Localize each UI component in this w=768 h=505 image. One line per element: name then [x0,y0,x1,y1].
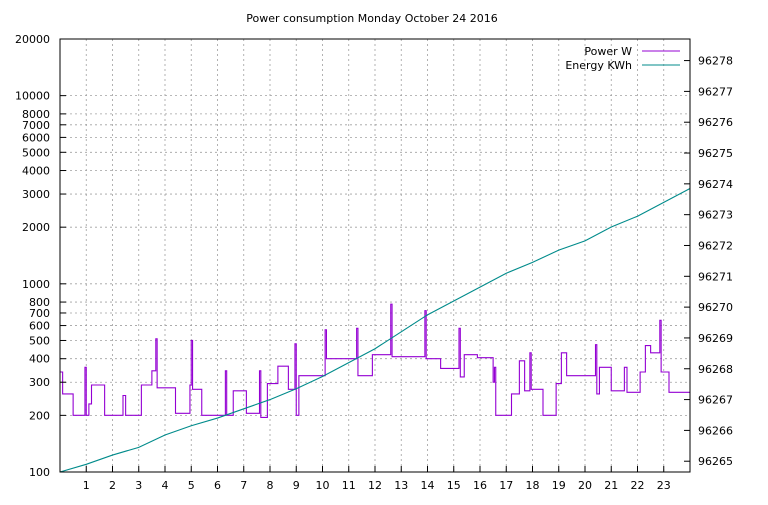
y-right-tick-label: 96278 [698,55,733,68]
x-tick-label: 8 [267,479,274,492]
x-tick-label: 14 [421,479,435,492]
y-right-tick-label: 96275 [698,147,733,160]
chart-title: Power consumption Monday October 24 2016 [246,12,497,25]
grid-lines [60,38,690,473]
y-left-tick-label: 300 [29,376,50,389]
x-tick-label: 13 [394,479,408,492]
x-tick-label: 2 [109,479,116,492]
y-right-tick-label: 96267 [698,394,733,407]
y-right-tick-label: 96271 [698,270,733,283]
x-tick-label: 17 [499,479,513,492]
y-left-tick-label: 1000 [22,278,50,291]
y-right-tick-label: 96272 [698,239,733,252]
x-tick-label: 1 [83,479,90,492]
x-tick-label: 15 [447,479,461,492]
y-right-tick-label: 96268 [698,363,733,376]
x-tick-label: 4 [162,479,169,492]
y-right-tick-label: 96265 [698,455,733,468]
x-tick-label: 11 [342,479,356,492]
x-tick-label: 18 [526,479,540,492]
series-line-energy-kwh [59,187,691,473]
series-line-power-w [60,303,690,418]
y-left-tick-label: 8000 [22,108,50,121]
x-tick-label: 21 [604,479,618,492]
y-left-tick-label: 100 [29,466,50,479]
y-left-tick-label: 10000 [15,90,50,103]
series-layer [59,187,691,473]
y-left-tick-label: 200 [29,409,50,422]
y-left-tick-label: 800 [29,296,50,309]
legend-label-energy: Energy KWh [565,59,632,72]
x-tick-label: 5 [188,479,195,492]
x-tick-label: 12 [368,479,382,492]
y-right-tick-label: 96266 [698,424,733,437]
y-left-tick-label: 400 [29,353,50,366]
y-left-tick-label: 7000 [22,119,50,132]
y-right-tick-label: 96276 [698,116,733,129]
y-left-tick-label: 6000 [22,131,50,144]
y-left-tick-label: 700 [29,307,50,320]
x-tick-label: 23 [657,479,671,492]
tick-layer: 1 2 3 4 5 6 7 8 9 10 11 12 13 14 15 16 17 18 19 20 21 22 23100… [15,33,733,492]
x-tick-label: 9 [293,479,300,492]
y-left-tick-label: 600 [29,320,50,333]
x-tick-label: 6 [214,479,221,492]
x-tick-label: 22 [631,479,645,492]
y-left-tick-label: 2000 [22,221,50,234]
legend-label-power: Power W [584,45,632,58]
x-tick-label: 20 [578,479,592,492]
y-left-tick-label: 4000 [22,165,50,178]
x-tick-label: 16 [473,479,487,492]
y-right-tick-label: 96277 [698,85,733,98]
y-left-tick-label: 20000 [15,33,50,46]
x-tick-label: 10 [316,479,330,492]
y-left-tick-label: 5000 [22,146,50,159]
y-right-tick-label: 96269 [698,332,733,345]
y-left-tick-label: 3000 [22,188,50,201]
y-left-tick-label: 500 [29,334,50,347]
x-tick-label: 19 [552,479,566,492]
y-right-tick-label: 96273 [698,209,733,222]
x-tick-label: 7 [240,479,247,492]
legend: Power W Energy KWh [565,45,680,72]
x-tick-label: 3 [135,479,142,492]
y-right-tick-label: 96270 [698,301,733,314]
y-right-tick-label: 96274 [698,178,733,191]
